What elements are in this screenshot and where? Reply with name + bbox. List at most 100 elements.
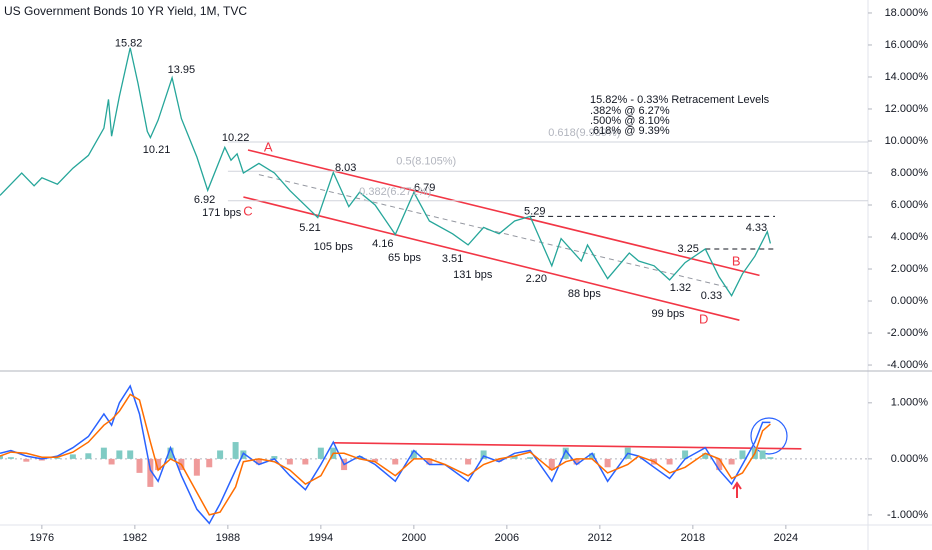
histogram-bar	[426, 458, 433, 465]
histogram-bar	[167, 447, 174, 459]
note-line: .618% @ 9.39%	[590, 125, 670, 137]
x-tick-label: 2006	[495, 532, 519, 544]
histogram-bar	[232, 442, 239, 459]
histogram-bar	[100, 447, 107, 459]
annotation: D	[699, 312, 708, 327]
annotation: 88 bps	[568, 288, 602, 300]
annotation: 10.21	[143, 144, 171, 156]
y-tick-label: 0.000%	[891, 295, 929, 307]
x-tick-label: 1982	[123, 532, 147, 544]
annotation: A	[264, 139, 273, 154]
macd-line	[0, 384, 771, 525]
annotation: 3.51	[442, 253, 463, 265]
annotation: 15.82	[115, 37, 143, 49]
histogram-bar	[206, 458, 213, 468]
y-tick-label: 8.000%	[891, 167, 929, 179]
y-tick-label: 0.000%	[891, 453, 929, 465]
y-tick-label: 4.000%	[891, 231, 929, 243]
annotation: 0.5(8.105%)	[396, 156, 456, 168]
histogram-bar	[155, 458, 162, 471]
note-line: 15.82% - 0.33% Retracement Levels	[590, 94, 770, 106]
histogram-bar	[410, 450, 417, 459]
histogram-bar	[589, 453, 596, 459]
axes: 18.000% 16.000% 14.000% 12.000% 10.000% 8.000…	[30, 7, 929, 544]
macd-line	[0, 393, 771, 516]
macd-pane	[0, 384, 868, 525]
histogram-bar	[372, 458, 379, 462]
y-tick-label: 14.000%	[885, 71, 929, 83]
y-tick-label: 12.000%	[885, 103, 929, 115]
y-tick-label: 6.000%	[891, 199, 929, 211]
annotation: C	[243, 203, 252, 218]
histogram-bar	[147, 458, 154, 487]
annotation: 65 bps	[388, 252, 422, 264]
histogram-bar	[527, 457, 534, 459]
histogram-bar	[682, 450, 689, 459]
annotation: 171 bps	[202, 207, 242, 219]
y-tick-label: 18.000%	[885, 7, 929, 19]
histogram-bar	[69, 454, 76, 459]
y-tick-label: 16.000%	[885, 39, 929, 51]
y-tick-label: -4.000%	[887, 359, 928, 371]
annotation: 105 bps	[314, 241, 354, 253]
annotation: 0.33	[701, 290, 722, 302]
histogram-bar	[666, 458, 673, 465]
y-tick-label: -2.000%	[887, 327, 928, 339]
histogram-bar	[767, 457, 774, 459]
histogram-bar	[604, 458, 611, 468]
annotation: 4.33	[746, 222, 767, 234]
retracement-note: 15.82% - 0.33% Retracement Levels .382% …	[590, 94, 770, 137]
x-tick-label: 1988	[216, 532, 240, 544]
histogram-bar	[465, 458, 472, 465]
histogram-bar	[759, 450, 766, 459]
annotation: 4.16	[372, 238, 393, 250]
chart-title: US Government Bonds 10 YR Yield, 1M, TVC	[4, 4, 247, 18]
x-tick-label: 2012	[588, 532, 612, 544]
histogram-bar	[7, 457, 14, 459]
drawing-line	[333, 442, 802, 450]
annotation: 13.95	[168, 64, 196, 76]
histogram-bar	[116, 450, 123, 459]
annotation: 10.22	[222, 132, 250, 144]
histogram-bar	[0, 456, 3, 459]
drawing-line	[247, 149, 760, 277]
note-line: .382% @ 6.27%	[590, 105, 670, 117]
histogram-bar	[127, 450, 134, 459]
histogram-bar	[496, 458, 503, 462]
histogram-bar	[38, 458, 45, 461]
drawing-line	[243, 196, 740, 321]
histogram-bar	[54, 457, 61, 459]
histogram-bar	[480, 450, 487, 459]
histogram-bar	[286, 458, 293, 465]
histogram-bar	[728, 458, 735, 465]
annotation: 6.79	[414, 182, 435, 194]
price-line	[0, 47, 772, 297]
histogram-bar	[85, 453, 92, 459]
x-tick-label: 2018	[681, 532, 705, 544]
annotation: 1.32	[670, 282, 691, 294]
arrow	[732, 481, 742, 498]
annotation: 0.618(9.939%)	[548, 127, 620, 139]
note-line: .500% @ 8.10%	[590, 115, 670, 127]
histogram-bar	[702, 453, 709, 459]
histogram-bar	[108, 458, 115, 465]
annotation: 6.92	[194, 194, 215, 206]
histogram-bar	[317, 447, 324, 459]
annotation: 131 bps	[453, 269, 493, 281]
annotation: 5.21	[299, 222, 320, 234]
y-tick-label: 1.000%	[891, 397, 929, 409]
highlight-circle	[750, 417, 788, 455]
histogram-bar	[716, 458, 723, 471]
x-tick-label: 2024	[774, 532, 798, 544]
x-tick-label: 1976	[30, 532, 54, 544]
histogram-bar	[193, 458, 200, 476]
histogram-bar	[511, 456, 518, 459]
annotation: 2.20	[526, 273, 547, 285]
annotation: 0.382(6.271%)	[359, 186, 431, 198]
histogram-bar	[23, 458, 30, 462]
histogram-bar	[302, 458, 309, 465]
histogram-bar	[136, 458, 143, 473]
y-tick-label: 2.000%	[891, 263, 929, 275]
histogram-bar	[356, 456, 363, 459]
